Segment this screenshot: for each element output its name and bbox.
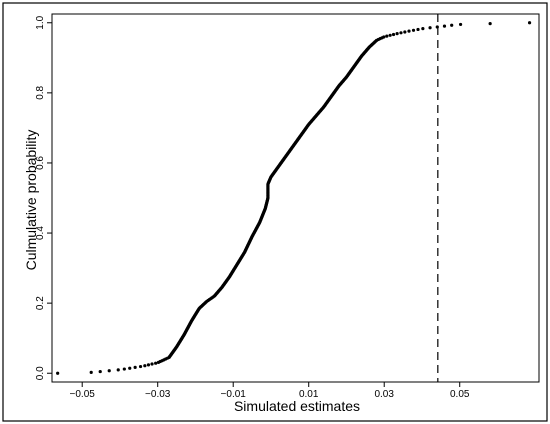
data-point: [428, 26, 432, 30]
y-tick-label: 1.0: [35, 15, 46, 29]
data-points: [56, 21, 532, 375]
data-point: [395, 32, 399, 36]
data-point: [442, 24, 447, 28]
plot-area-frame: [51, 13, 540, 383]
data-point: [116, 368, 120, 372]
data-point: [407, 29, 411, 33]
y-tick-label: 0.0: [35, 366, 46, 380]
data-point: [450, 23, 454, 27]
y-tick-label: 0.4: [35, 226, 46, 240]
y-tick-label: 0.6: [35, 156, 46, 170]
data-point: [527, 21, 532, 25]
data-point: [458, 22, 463, 27]
x-tick-label: 0.05: [450, 389, 470, 400]
data-point: [154, 361, 158, 365]
data-point: [146, 363, 151, 367]
data-point: [382, 35, 386, 39]
data-point: [385, 34, 389, 38]
y-axis-label: Culmulative probability: [23, 130, 39, 271]
data-point: [411, 28, 416, 32]
data-point: [150, 362, 154, 366]
data-point: [391, 32, 396, 37]
data-point: [403, 30, 407, 34]
data-point: [89, 370, 93, 375]
x-tick-label: −0.03: [145, 389, 171, 400]
data-point: [98, 369, 102, 374]
x-axis-label: Simulated estimates: [234, 398, 360, 414]
data-point: [416, 27, 420, 32]
x-tick-label: −0.05: [70, 389, 96, 400]
data-point: [488, 21, 492, 26]
data-point: [128, 366, 132, 370]
data-point: [138, 364, 143, 369]
x-tick-label: 0.01: [299, 389, 319, 400]
y-tick-label: 0.8: [35, 85, 46, 99]
data-point: [107, 369, 111, 373]
data-point: [133, 365, 137, 369]
data-point: [421, 27, 425, 31]
data-point: [388, 33, 392, 37]
data-point: [143, 364, 147, 368]
data-point: [399, 31, 403, 35]
y-tick-label: 0.2: [35, 296, 46, 310]
x-axis: −0.05 −0.03 −0.01 0.01 0.03 0.05: [70, 382, 470, 400]
x-tick-label: −0.01: [221, 389, 247, 400]
y-axis: 0.0 0.2 0.4 0.6 0.8 1.0: [35, 15, 52, 380]
data-point: [56, 371, 60, 375]
x-tick-label: 0.03: [374, 389, 394, 400]
data-point: [122, 367, 126, 371]
